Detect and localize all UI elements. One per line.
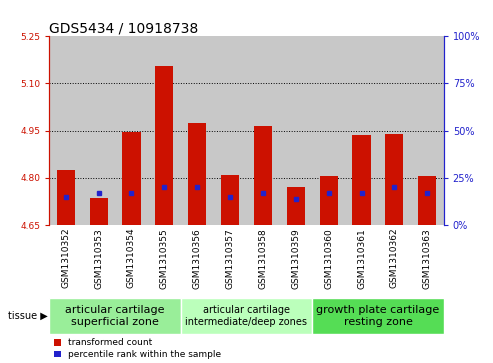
Bar bbox=[155, 66, 174, 225]
Bar bbox=[221, 175, 239, 225]
Bar bbox=[312, 298, 444, 334]
Bar bbox=[352, 135, 371, 225]
Bar bbox=[287, 187, 305, 225]
Bar bbox=[49, 36, 82, 225]
Bar bbox=[280, 36, 312, 225]
Bar bbox=[82, 36, 115, 225]
Bar bbox=[57, 170, 75, 225]
Bar bbox=[418, 176, 436, 225]
Bar bbox=[181, 36, 213, 225]
Bar bbox=[148, 36, 181, 225]
Bar bbox=[181, 298, 312, 334]
Bar bbox=[188, 123, 206, 225]
Text: growth plate cartilage
resting zone: growth plate cartilage resting zone bbox=[317, 305, 440, 327]
Bar bbox=[49, 298, 181, 334]
Text: GDS5434 / 10918738: GDS5434 / 10918738 bbox=[49, 21, 199, 35]
Bar bbox=[345, 36, 378, 225]
Bar bbox=[378, 36, 411, 225]
Bar bbox=[254, 126, 272, 225]
Bar bbox=[90, 198, 107, 225]
Bar bbox=[312, 36, 345, 225]
Text: tissue ▶: tissue ▶ bbox=[8, 311, 48, 321]
Bar bbox=[115, 36, 148, 225]
Bar bbox=[213, 36, 246, 225]
Text: articular cartilage
intermediate/deep zones: articular cartilage intermediate/deep zo… bbox=[185, 305, 308, 327]
Bar bbox=[246, 36, 280, 225]
Text: articular cartilage
superficial zone: articular cartilage superficial zone bbox=[65, 305, 165, 327]
Bar bbox=[122, 132, 141, 225]
Bar bbox=[386, 134, 403, 225]
Bar bbox=[319, 176, 338, 225]
Bar bbox=[411, 36, 444, 225]
Legend: transformed count, percentile rank within the sample: transformed count, percentile rank withi… bbox=[54, 338, 221, 359]
